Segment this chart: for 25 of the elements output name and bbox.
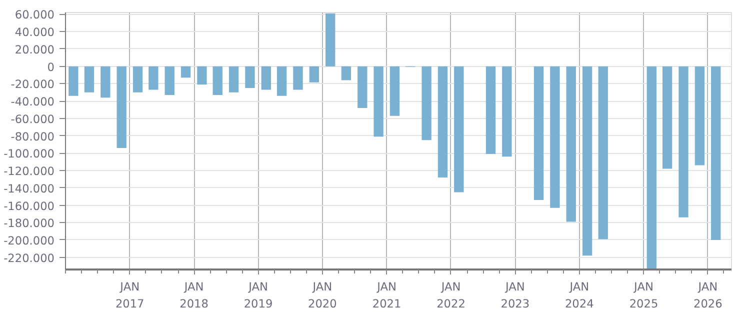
x-tick-label: JAN 2023 — [500, 280, 530, 310]
x-tick-label: JAN 2025 — [629, 280, 658, 310]
x-tick-label: JAN 2019 — [244, 280, 273, 310]
x-tick-label: JAN 2017 — [115, 280, 144, 310]
x-tick-label: JAN 2020 — [308, 280, 337, 310]
y-tick-label: -120.000 — [4, 164, 55, 178]
y-tick-label: 20.000 — [14, 42, 55, 56]
y-tick-label: -200.000 — [4, 233, 55, 248]
y-tick-label: -40.000 — [10, 94, 55, 109]
x-tick-label: JAN 2021 — [372, 280, 402, 310]
y-tick-label: 60.000 — [14, 8, 55, 22]
x-tick-label: JAN 2022 — [436, 280, 466, 310]
y-tick-label: -140.000 — [4, 181, 55, 196]
y-tick-label: -80.000 — [10, 129, 55, 144]
y-tick-label: 40.000 — [14, 25, 55, 40]
x-tick-label: JAN 2018 — [180, 280, 208, 310]
y-tick-label: -100.000 — [4, 146, 55, 161]
y-tick-label: -220.000 — [4, 250, 55, 265]
y-tick-label: -160.000 — [4, 198, 55, 213]
y-tick-label: -60.000 — [10, 112, 55, 126]
y-tick-label: -20.000 — [10, 77, 55, 92]
x-tick-label: JAN 2024 — [564, 280, 594, 310]
x-tick-label: JAN 2026 — [694, 280, 722, 310]
y-tick-label: 0 — [47, 60, 55, 74]
y-tick-label: -180.000 — [4, 216, 55, 230]
